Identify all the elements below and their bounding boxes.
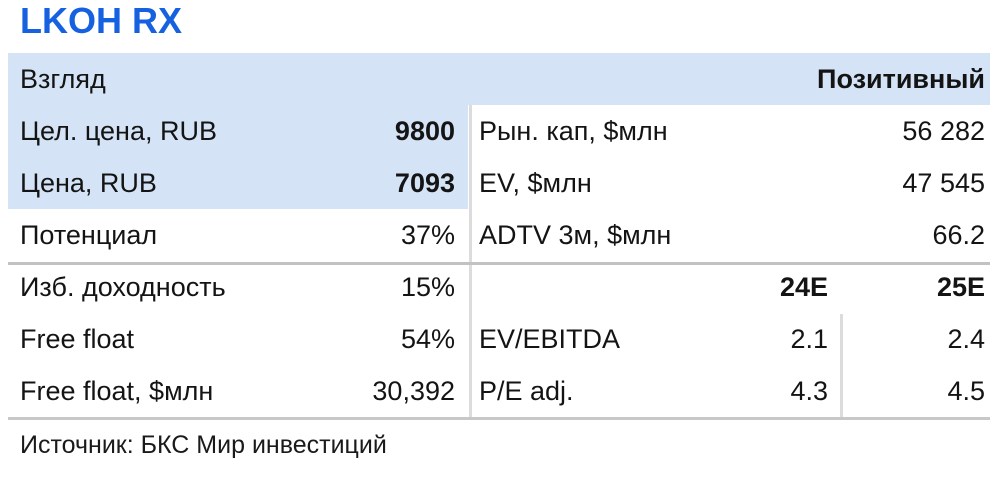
table-row: Цел. цена, RUB 9800 — [8, 105, 468, 157]
view-value: Позитивный — [817, 63, 985, 94]
row-value-24e: 2.1 — [790, 323, 828, 354]
row-label: ADTV 3м, $млн — [479, 219, 672, 250]
col-header-24e: 24E — [779, 271, 828, 302]
row-label: Цена, RUB — [20, 167, 157, 198]
row-label: Потенциал — [20, 219, 158, 250]
table-row: Цена, RUB 7093 — [8, 157, 468, 209]
row-label: Free float — [20, 323, 135, 354]
row-label: Изб. доходность — [20, 271, 226, 302]
row-label: P/E adj. — [479, 375, 574, 406]
ticker-title: LKOH RX — [20, 0, 182, 41]
row-value: 37% — [400, 219, 455, 250]
table-row: Изб. доходность 15% — [8, 261, 468, 313]
table-row: Free float, $млн 30,392 — [8, 365, 468, 417]
estimates-header-row: 24E 25E — [468, 261, 990, 313]
row-label: EV/EBITDA — [479, 323, 621, 354]
table-row: P/E adj. 4.3 4.5 — [468, 365, 990, 417]
row-value: 54% — [400, 323, 455, 354]
row-value-25e: 2.4 — [947, 323, 985, 354]
column-divider-line — [469, 105, 472, 417]
table-row: Потенциал 37% — [8, 209, 468, 261]
financial-summary-table: Взгляд Позитивный Цел. цена, RUB 9800 Це… — [8, 53, 990, 420]
table-row: Free float 54% — [8, 313, 468, 365]
row-value-24e: 4.3 — [790, 375, 828, 406]
row-value: 7093 — [394, 167, 455, 198]
estimates-divider-line — [840, 314, 843, 417]
row-value: 15% — [400, 271, 455, 302]
row-value: 66.2 — [932, 219, 985, 250]
row-label: Цел. цена, RUB — [20, 115, 217, 146]
mid-separator-line — [8, 262, 990, 265]
row-label: EV, $млн — [479, 167, 592, 198]
row-value-25e: 4.5 — [947, 375, 985, 406]
col-header-25e: 25E — [936, 271, 985, 302]
row-value: 30,392 — [372, 375, 455, 406]
table-row: Рын. кап, $млн 56 282 — [468, 105, 990, 157]
table-row: EV, $млн 47 545 — [468, 157, 990, 209]
table-row: ADTV 3м, $млн 66.2 — [468, 209, 990, 261]
row-value: 9800 — [394, 115, 455, 146]
source-note: Источник: БКС Мир инвестиций — [20, 431, 387, 459]
left-column: Цел. цена, RUB 9800 Цена, RUB 7093 Потен… — [8, 105, 468, 419]
row-value: 56 282 — [902, 115, 985, 146]
view-label: Взгляд — [20, 63, 106, 94]
view-row: Взгляд Позитивный — [8, 53, 990, 105]
row-label: Free float, $млн — [20, 375, 214, 406]
row-label: Рын. кап, $млн — [479, 115, 668, 146]
bottom-separator-line — [8, 417, 990, 420]
table-row: EV/EBITDA 2.1 2.4 — [468, 313, 990, 365]
table-columns: Цел. цена, RUB 9800 Цена, RUB 7093 Потен… — [8, 105, 990, 419]
row-value: 47 545 — [902, 167, 985, 198]
right-column: Рын. кап, $млн 56 282 EV, $млн 47 545 AD… — [468, 105, 990, 419]
